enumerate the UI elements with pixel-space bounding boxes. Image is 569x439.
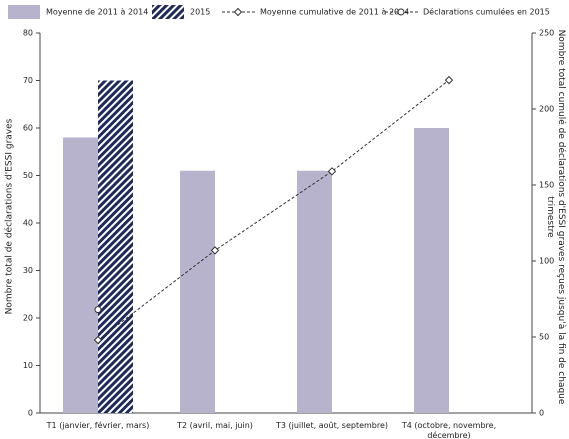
- legend-swatch: [152, 5, 184, 19]
- point: [327, 167, 337, 176]
- y-tick-label: 50: [23, 171, 33, 180]
- line: [97, 79, 450, 341]
- x-tick-label: T4 (octobre, novembre, décembre): [401, 421, 497, 439]
- y-tick-label: 10: [23, 361, 33, 370]
- legend-label: Moyenne de 2011 à 2014: [46, 8, 148, 17]
- y-tick-label: 20: [23, 314, 33, 323]
- y-tick-label: 30: [23, 266, 33, 275]
- point: [94, 306, 102, 314]
- y2-tick-label: 0: [539, 409, 544, 418]
- y-tick-label: 70: [23, 76, 33, 85]
- y-tick-label: 80: [23, 29, 33, 38]
- x-tick-label: T2 (avril, mai, juin): [177, 421, 253, 430]
- legend-swatch: [8, 5, 40, 19]
- point: [444, 75, 454, 85]
- y-tick-label: 60: [23, 124, 33, 133]
- bar: [414, 128, 449, 413]
- bar: [98, 80, 133, 413]
- y-tick-label: 0: [28, 409, 33, 418]
- bar: [180, 170, 215, 413]
- y2-tick-label: 50: [539, 333, 549, 342]
- bar: [297, 170, 332, 413]
- point: [210, 246, 220, 255]
- y2-tick-label: 250: [539, 29, 554, 38]
- y2-tick-label: 200: [539, 105, 554, 114]
- point: [93, 335, 103, 345]
- legend-label: 2015: [190, 8, 210, 17]
- y2-tick-label: 100: [539, 257, 554, 266]
- y-axis-title: Nombre total de déclarations d'ESSI grav…: [4, 118, 15, 315]
- legend-marker: [397, 8, 405, 16]
- y2-axis-title: Nombre total cumulé de déclarations d'ES…: [545, 29, 566, 405]
- y-tick-label: 40: [23, 219, 33, 228]
- bar: [63, 137, 98, 413]
- y2-tick-label: 150: [539, 181, 554, 190]
- legend-label: Déclarations cumulées en 2015: [423, 7, 550, 17]
- x-tick-label: T1 (janvier, février, mars): [46, 421, 150, 430]
- legend-label: Moyenne cumulative de 2011 à 2014: [260, 8, 409, 17]
- legend-marker: [233, 7, 243, 17]
- x-tick-label: T3 (juillet, août, septembre): [275, 421, 389, 430]
